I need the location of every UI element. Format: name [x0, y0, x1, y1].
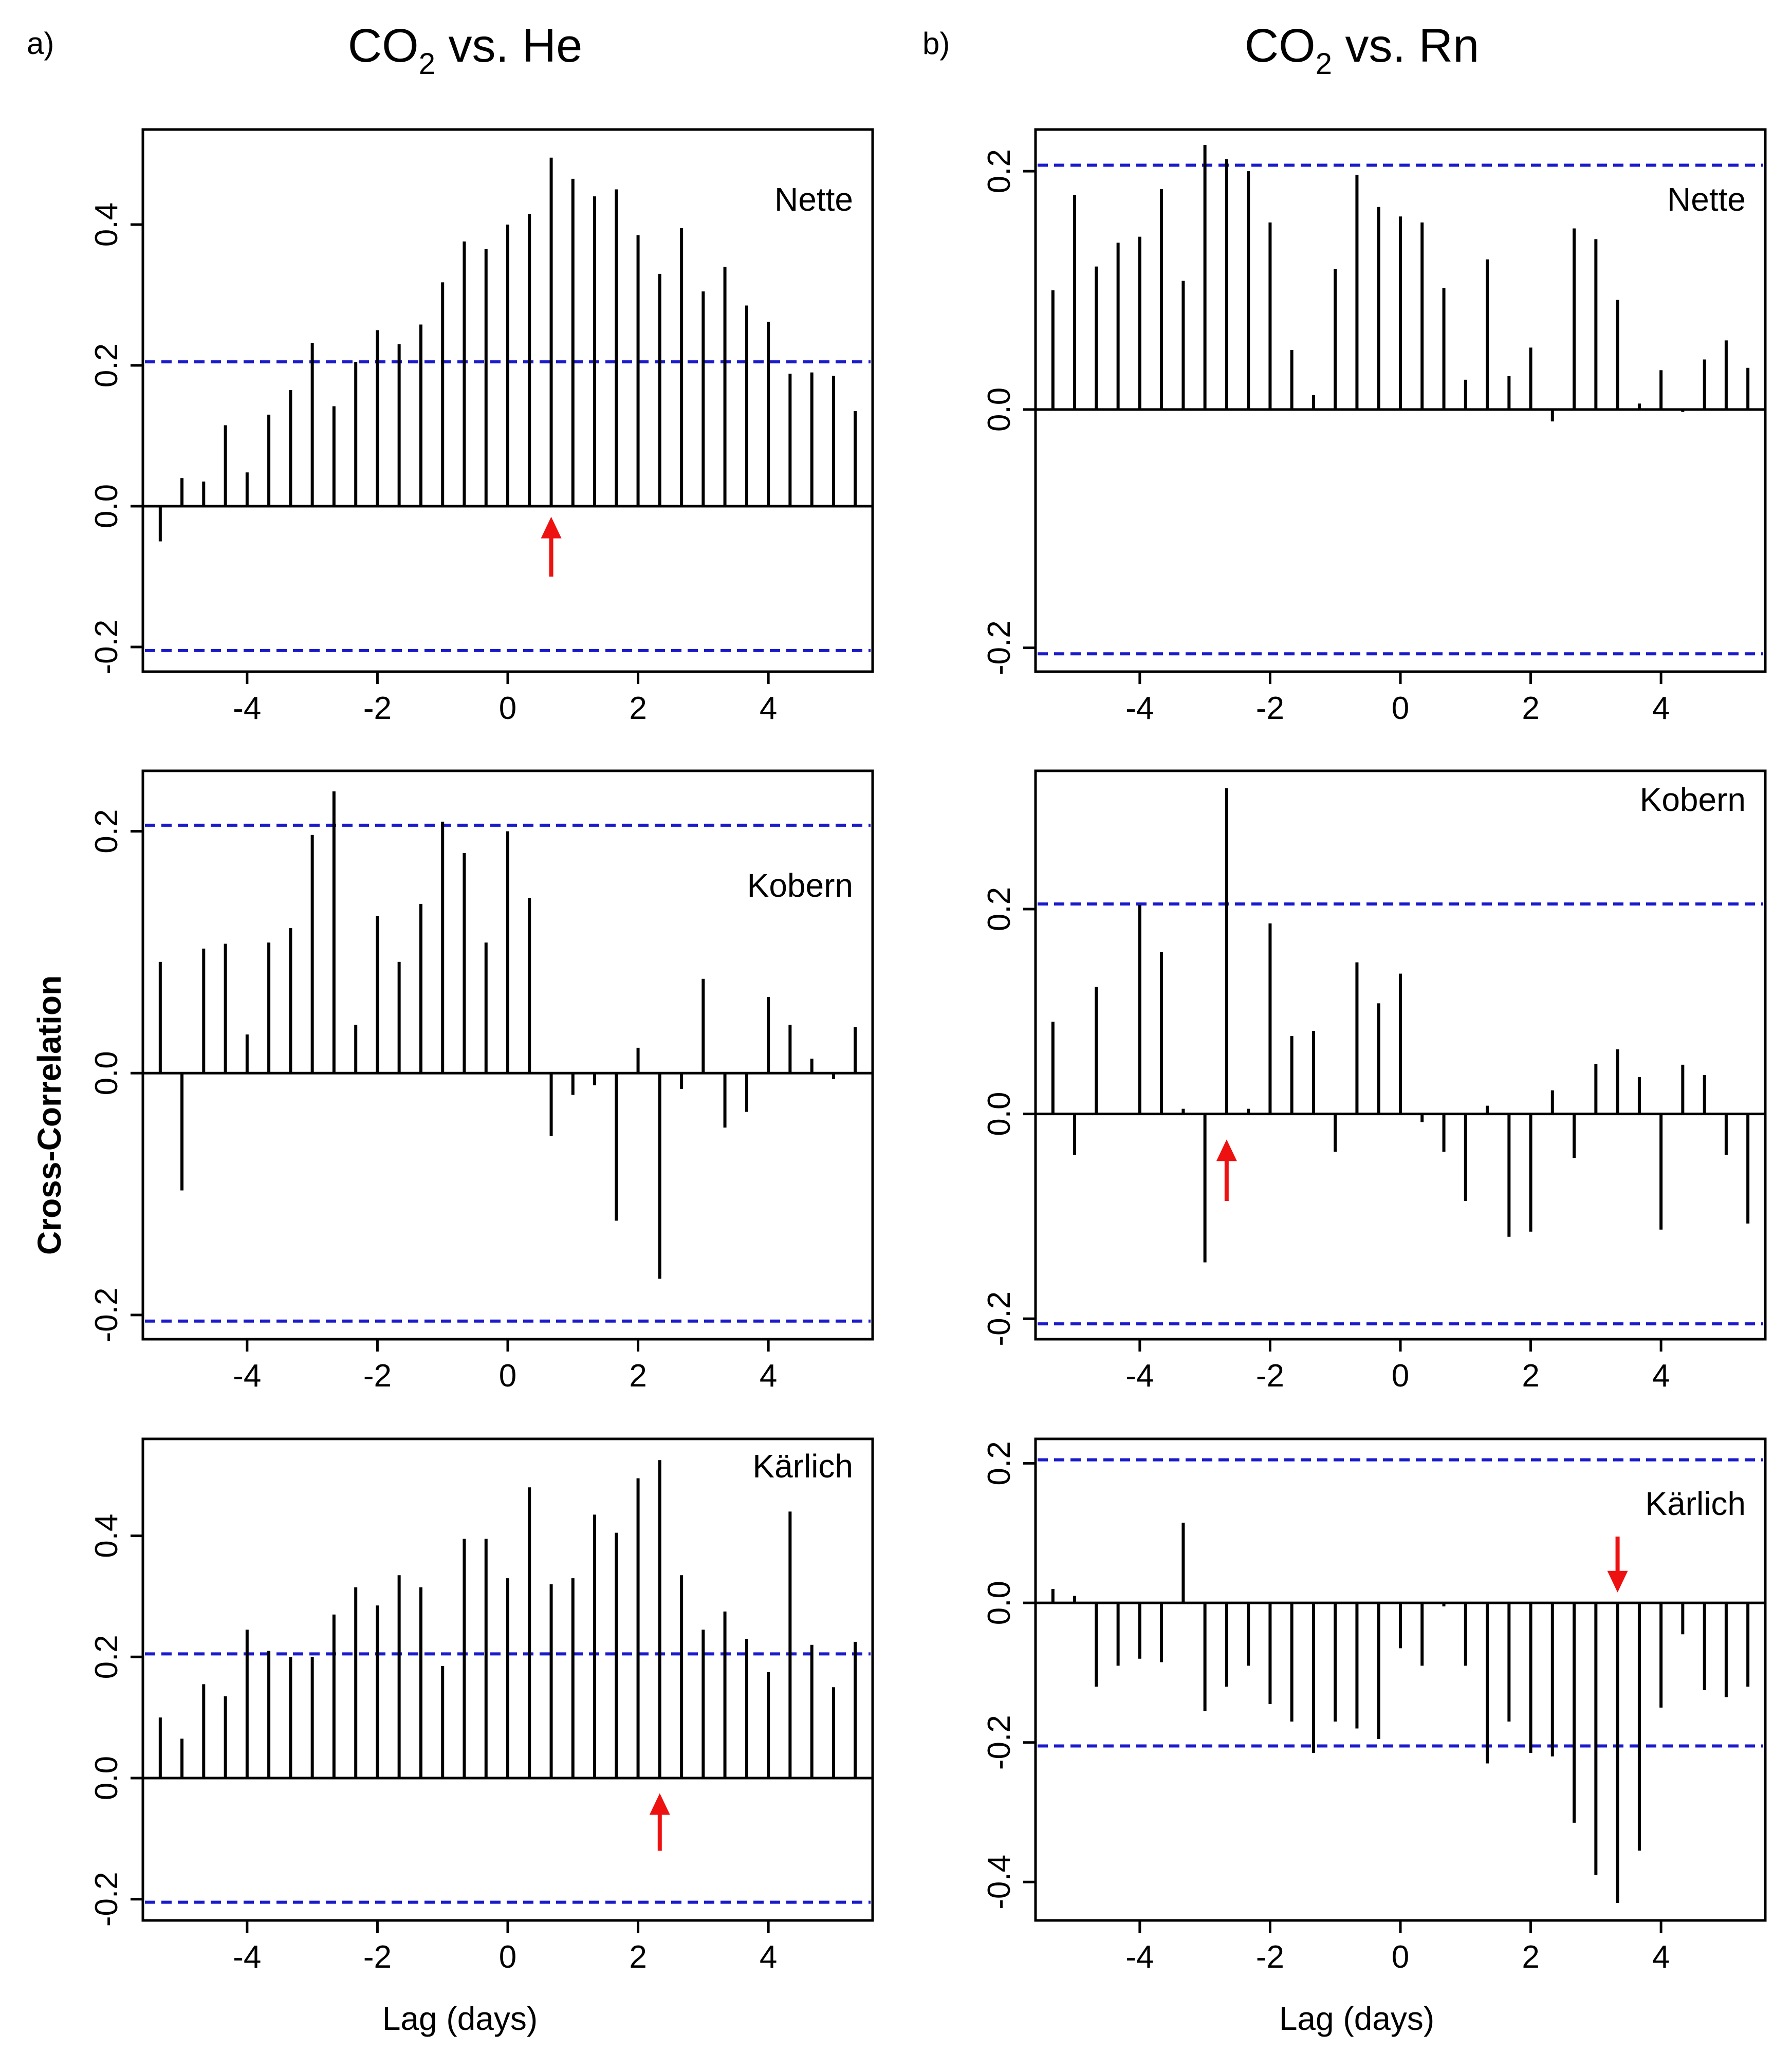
x-tick-label: -4: [233, 1358, 261, 1394]
x-tick-label: -4: [1125, 1358, 1154, 1394]
x-tick-label: -2: [363, 691, 392, 726]
arrow-head: [1607, 1570, 1628, 1593]
x-tick-label: -2: [1256, 691, 1284, 726]
y-tick-label: 0.4: [89, 1513, 124, 1558]
y-tick-label: 0.2: [982, 1441, 1017, 1485]
y-tick-label: -0.4: [982, 1855, 1017, 1910]
x-tick-label: 0: [1392, 1939, 1409, 1975]
x-tick-label: -2: [363, 1939, 392, 1975]
title-a-main: CO: [348, 20, 419, 72]
panel-b-label: b): [922, 26, 950, 61]
chart-rn-karlich: -4 -2 0 2 4 -0.4 -0.2 0.0 0.2 Kärlich: [982, 1437, 1767, 1975]
y-tick-label: 0.2: [89, 343, 124, 387]
x-tick-label: -4: [233, 1939, 261, 1975]
arrow-head: [541, 516, 562, 539]
x-tick-label: -4: [1125, 691, 1154, 726]
x-tick-label: -2: [1256, 1939, 1284, 1975]
x-tick-label: 4: [1652, 1358, 1670, 1394]
arrow-marker: [649, 1793, 670, 1851]
title-b-subscript: 2: [1316, 47, 1332, 81]
x-tick-label: 2: [1522, 1358, 1539, 1394]
site-label: Nette: [774, 181, 853, 218]
arrow-head: [1216, 1139, 1237, 1161]
y-axis-label: Cross-Correlation: [31, 975, 68, 1255]
y-tick-label: 0.0: [89, 484, 124, 528]
x-tick-label: 4: [760, 1939, 777, 1975]
y-tick-label: -0.2: [982, 1715, 1017, 1770]
arrow-marker: [1216, 1139, 1237, 1201]
x-tick-label: 0: [1392, 1358, 1409, 1394]
x-tick-label: 4: [1652, 691, 1670, 726]
arrow-marker: [1607, 1537, 1628, 1593]
y-tick-label: -0.2: [982, 1291, 1017, 1346]
x-tick-label: 0: [1392, 691, 1409, 726]
x-tick-label: 4: [760, 1358, 777, 1394]
y-tick-label: 0.0: [89, 1051, 124, 1095]
panel-a-label: a): [27, 26, 54, 61]
x-tick-label: 2: [1522, 691, 1539, 726]
y-tick-label: 0.2: [982, 149, 1017, 193]
x-tick-label: 4: [760, 691, 777, 726]
x-tick-label: 4: [1652, 1939, 1670, 1975]
chart-he-nette: -4 -2 0 2 4 -0.2 0.0 0.2 0.4 Nette: [89, 128, 874, 726]
chart-he-karlich: -4 -2 0 2 4 -0.2 0.0 0.2 0.4 Kärlich: [89, 1437, 874, 1975]
site-label: Kobern: [747, 867, 853, 904]
title-co2-vs-rn: CO2 vs. Rn: [1245, 20, 1480, 81]
arrow-marker: [541, 516, 562, 577]
x-tick-label: 0: [499, 691, 516, 726]
y-tick-label: -0.2: [89, 1872, 124, 1927]
arrow-head: [649, 1793, 670, 1815]
title-b-main: CO: [1245, 20, 1316, 72]
y-tick-label: 0.2: [89, 1635, 124, 1679]
site-label: Nette: [1667, 181, 1746, 218]
y-tick-label: -0.2: [89, 620, 124, 675]
title-b-rest: vs. Rn: [1332, 20, 1479, 72]
x-tick-label: 2: [629, 691, 646, 726]
x-tick-label: -2: [363, 1358, 392, 1394]
site-label: Kobern: [1640, 781, 1746, 818]
y-tick-label: 0.4: [89, 202, 124, 247]
y-tick-label: -0.2: [982, 620, 1017, 675]
x-axis-label-a: Lag (days): [382, 2000, 538, 2037]
y-tick-label: 0.0: [982, 387, 1017, 432]
y-tick-label: 0.0: [89, 1756, 124, 1800]
x-tick-label: 2: [629, 1358, 646, 1394]
chart-he-kobern: -4 -2 0 2 4 -0.2 0.0 0.2 Kobern: [89, 769, 874, 1394]
y-tick-label: -0.2: [89, 1288, 124, 1343]
x-tick-label: -2: [1256, 1358, 1284, 1394]
site-label: Kärlich: [752, 1448, 853, 1485]
x-tick-label: -4: [1125, 1939, 1154, 1975]
x-tick-label: -4: [233, 691, 261, 726]
y-tick-label: 0.0: [982, 1092, 1017, 1136]
chart-rn-nette: -4 -2 0 2 4 -0.2 0.0 0.2 Nette: [982, 128, 1767, 726]
x-tick-label: 0: [499, 1358, 516, 1394]
title-a-rest: vs. He: [435, 20, 582, 72]
y-tick-label: 0.2: [89, 809, 124, 854]
y-tick-label: 0.0: [982, 1581, 1017, 1625]
x-axis-label-b: Lag (days): [1279, 2000, 1434, 2037]
chart-rn-kobern: -4 -2 0 2 4 -0.2 0.0 0.2 Kobern: [982, 769, 1767, 1394]
y-tick-label: 0.2: [982, 887, 1017, 931]
plots-layer: -4 -2 0 2 4 -0.2 0.0 0.2 0.4 Nette -4 -2 0 2 4 -0.2 0.0 0…: [89, 128, 1767, 1975]
title-co2-vs-he: CO2 vs. He: [348, 20, 583, 81]
x-tick-label: 2: [629, 1939, 646, 1975]
x-tick-label: 2: [1522, 1939, 1539, 1975]
x-tick-label: 0: [499, 1939, 516, 1975]
title-a-subscript: 2: [419, 47, 435, 81]
site-label: Kärlich: [1645, 1485, 1746, 1522]
